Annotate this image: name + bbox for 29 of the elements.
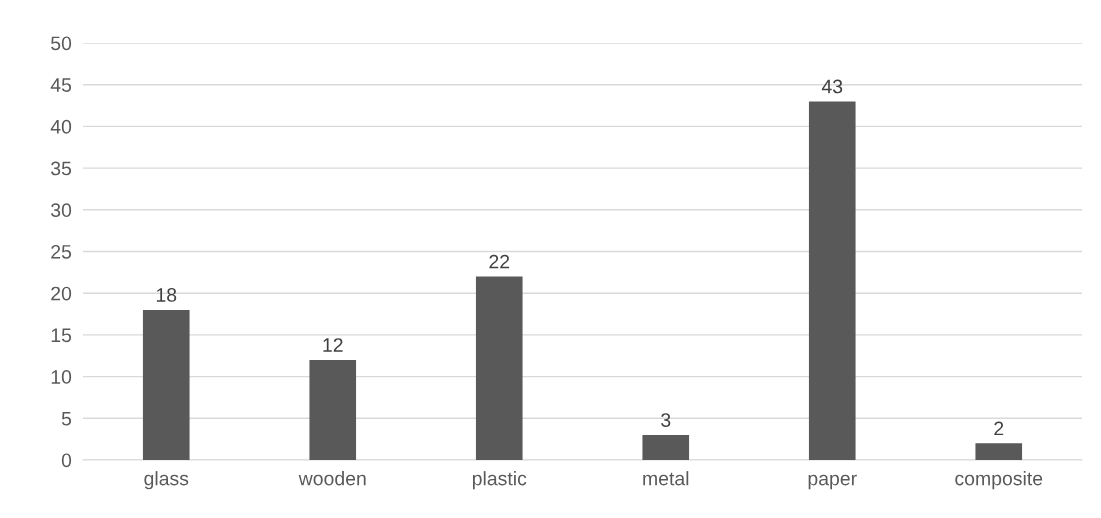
y-tick-label: 0 bbox=[61, 453, 72, 468]
x-tick-label: composite bbox=[955, 471, 1043, 490]
data-label: 43 bbox=[821, 79, 843, 94]
x-tick-label: paper bbox=[808, 474, 857, 490]
y-tick-label: 15 bbox=[51, 328, 72, 343]
data-label: 18 bbox=[156, 288, 177, 302]
bar bbox=[642, 434, 690, 460]
x-tick-label: glass bbox=[144, 471, 189, 490]
x-tick-label: plastic bbox=[472, 471, 527, 490]
y-tick-label: 40 bbox=[50, 119, 72, 134]
y-tick-label: 30 bbox=[51, 203, 72, 218]
x-tick-label: metal bbox=[643, 471, 689, 486]
bar bbox=[975, 443, 1023, 460]
data-label: 12 bbox=[323, 338, 343, 352]
y-tick-label: 5 bbox=[61, 411, 72, 426]
y-tick-label: 45 bbox=[50, 78, 72, 92]
y-tick-label: 10 bbox=[51, 370, 72, 384]
data-label: 22 bbox=[489, 254, 510, 269]
y-tick-label: 25 bbox=[51, 244, 72, 259]
bar bbox=[808, 101, 856, 460]
bar bbox=[309, 359, 357, 460]
data-label: 2 bbox=[994, 421, 1004, 436]
data-label: 3 bbox=[661, 413, 671, 427]
bar bbox=[142, 309, 190, 460]
y-tick-label: 35 bbox=[51, 161, 72, 176]
x-tick-label: wooden bbox=[298, 471, 366, 486]
y-tick-label: 50 bbox=[51, 36, 72, 51]
bar bbox=[475, 276, 523, 460]
y-tick-label: 20 bbox=[51, 286, 72, 301]
